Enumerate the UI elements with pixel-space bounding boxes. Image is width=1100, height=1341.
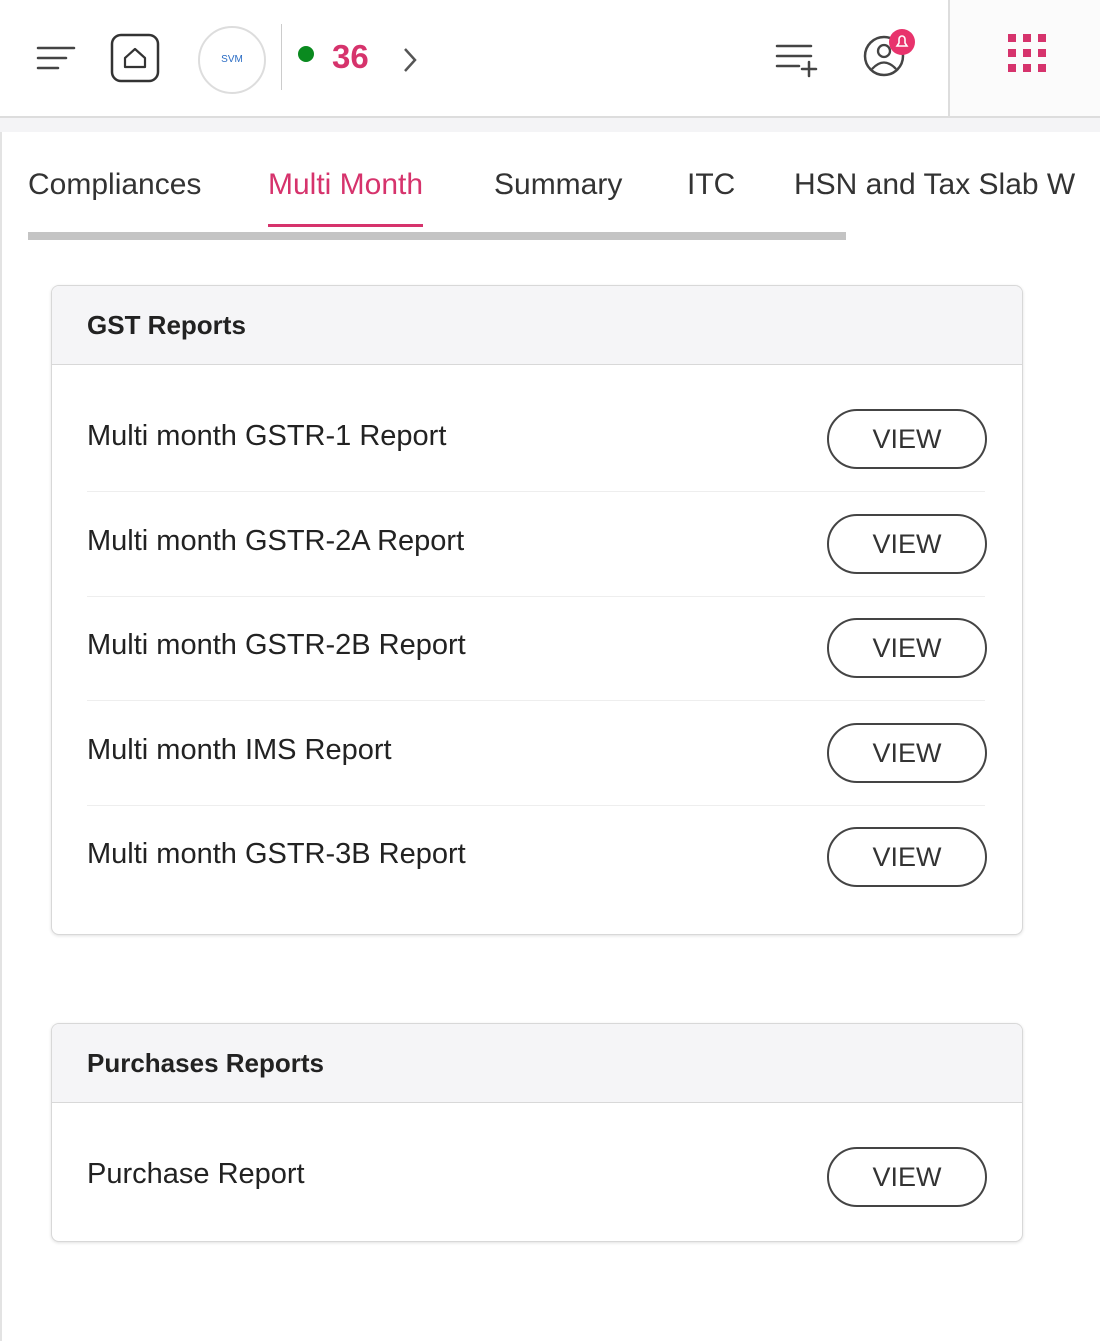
count[interactable]: 36 [332,38,369,75]
add-list-icon[interactable] [775,42,819,78]
report-name: Multi month GSTR-2B Report [87,629,466,661]
report-name: Multi month GSTR-3B Report [87,838,466,870]
active-tab-underline [268,224,424,227]
card-title: Purchases Reports [52,1023,1022,1103]
home-button[interactable] [110,33,160,83]
report-name: Purchase Report [87,1157,305,1190]
view-button[interactable]: VIEW [827,1146,987,1207]
status-dot [298,46,314,62]
view-button[interactable]: VIEW [827,827,987,887]
row-divider [87,700,985,701]
view-button[interactable]: VIEW [827,618,987,678]
view-button[interactable]: VIEW [827,722,987,783]
view-button[interactable]: VIEW [827,513,987,574]
tab[interactable]: Compliances [28,168,202,201]
tab[interactable]: Multi Month [268,168,424,201]
apps-panel [948,0,1100,116]
tab[interactable]: HSN and Tax Slab W [794,168,1076,201]
company-logo[interactable]: SVM [198,26,266,94]
report-name: Multi month GSTR-2A Report [87,524,465,557]
tab[interactable]: Summary [494,168,623,201]
strip [0,118,1100,132]
report-card: GST Reports Multi month GSTR-1 Report VIEW… [51,285,1023,935]
tab[interactable]: ITC [687,168,736,201]
tab-scrollbar [28,232,846,240]
top-bar: SVM 36 [0,0,1100,118]
row-divider [87,491,985,492]
view-button[interactable]: VIEW [827,409,987,469]
menu-icon[interactable] [36,44,76,74]
report-name: Multi month IMS Report [87,733,392,766]
apps-grid-icon[interactable] [1006,32,1050,76]
chevron-right[interactable] [400,46,420,74]
row-divider [87,804,985,806]
report-name: Multi month GSTR-1 Report [87,420,447,452]
row-divider [87,595,985,597]
report-card: Purchases Reports Purchase Report VIEW [51,1022,1023,1242]
user-notification-icon[interactable] [860,26,920,80]
separator [281,24,282,90]
card-title: GST Reports [52,286,1022,365]
